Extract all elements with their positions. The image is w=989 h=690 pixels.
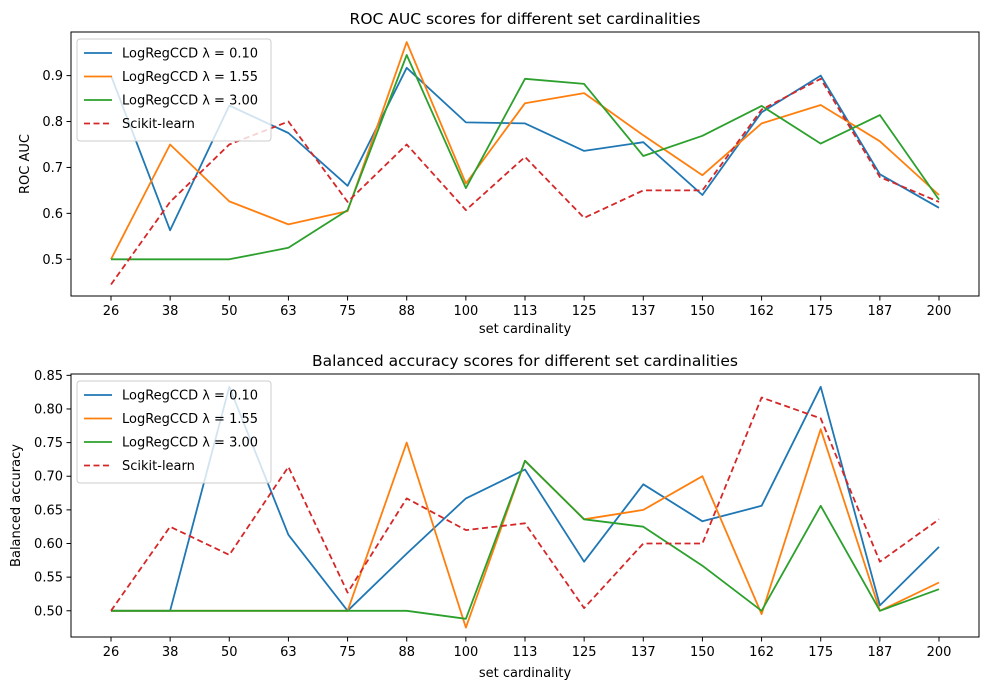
- legend: LogRegCCD λ = 0.10 LogRegCCD λ = 1.55 LogR…: [76, 380, 272, 484]
- x-axis-label: set cardinality: [479, 666, 572, 681]
- y-tick-label: 0.80: [34, 402, 63, 417]
- y-tick-label: 0.6: [42, 207, 63, 222]
- y-tick-label: 0.9: [42, 69, 63, 84]
- x-tick-label: 63: [280, 645, 297, 660]
- x-tick-label: 187: [867, 645, 892, 660]
- balanced-accuracy-chart: Balanced accuracy scores for different s…: [9, 352, 980, 681]
- x-tick-label: 175: [808, 645, 833, 660]
- x-tick-label: 75: [339, 645, 356, 660]
- x-tick-label: 162: [749, 304, 774, 319]
- legend-label: LogRegCCD λ = 1.55: [122, 70, 258, 85]
- x-tick-label: 200: [927, 645, 952, 660]
- legend-label: LogRegCCD λ = 3.00: [122, 436, 258, 451]
- x-tick-label: 38: [162, 304, 179, 319]
- legend: LogRegCCD λ = 0.10 LogRegCCD λ = 1.55 LogR…: [76, 38, 272, 142]
- y-tick-label: 0.8: [42, 115, 63, 130]
- y-tick-label: 0.50: [34, 604, 63, 619]
- x-axis-label: set cardinality: [479, 322, 572, 337]
- axes-frame: [70, 31, 980, 297]
- x-tick-label: 88: [398, 645, 415, 660]
- x-tick-label: 100: [453, 645, 478, 660]
- x-tick-label: 125: [572, 304, 597, 319]
- x-tick-label: 200: [927, 304, 952, 319]
- y-tick-label: 0.7: [42, 161, 63, 176]
- series-line-2: [110, 41, 940, 260]
- legend-label: LogRegCCD λ = 1.55: [122, 412, 258, 427]
- y-tick-label: 0.85: [34, 369, 63, 384]
- x-tick-label: 75: [339, 304, 356, 319]
- y-tick-label: 0.65: [34, 503, 63, 518]
- series-line-3: [111, 54, 940, 261]
- legend-label: Scikit-learn: [122, 459, 195, 474]
- roc-auc-chart: ROC AUC scores for different set cardina…: [18, 10, 980, 337]
- x-tick-label: 187: [867, 304, 892, 319]
- x-tick-label: 113: [513, 645, 538, 660]
- x-tick-label: 26: [103, 645, 120, 660]
- x-tick-label: 50: [221, 304, 238, 319]
- x-tick-label: 63: [280, 304, 297, 319]
- x-tick-label: 137: [631, 304, 656, 319]
- legend-label: LogRegCCD λ = 0.10: [122, 47, 258, 62]
- series-line-3: [111, 459, 940, 620]
- y-axis-label: Balanced accuracy: [9, 444, 24, 567]
- chart-title: Balanced accuracy scores for different s…: [312, 352, 738, 370]
- legend-label: Scikit-learn: [122, 117, 195, 132]
- x-tick-label: 50: [221, 645, 238, 660]
- y-tick-label: 0.70: [34, 470, 63, 485]
- x-tick-label: 150: [690, 645, 715, 660]
- axes-frame: [70, 373, 980, 638]
- y-tick-label: 0.60: [34, 537, 63, 552]
- legend-box: [76, 38, 272, 142]
- x-tick-label: 175: [808, 304, 833, 319]
- series-line-4: [110, 396, 940, 612]
- x-tick-label: 125: [572, 645, 597, 660]
- y-tick-label: 0.55: [34, 571, 63, 586]
- legend-label: LogRegCCD λ = 0.10: [122, 389, 258, 404]
- chart-title: ROC AUC scores for different set cardina…: [350, 10, 701, 28]
- x-tick-label: 100: [453, 304, 478, 319]
- x-tick-label: 38: [162, 645, 179, 660]
- x-tick-label: 26: [103, 304, 120, 319]
- y-axis-label: ROC AUC: [18, 134, 33, 194]
- x-tick-label: 113: [513, 304, 538, 319]
- x-tick-label: 150: [690, 304, 715, 319]
- y-tick-label: 0.75: [34, 436, 63, 451]
- x-tick-label: 88: [398, 304, 415, 319]
- legend-label: LogRegCCD λ = 3.00: [122, 94, 258, 109]
- legend-box: [76, 380, 272, 484]
- y-tick-label: 0.5: [42, 253, 63, 268]
- x-tick-label: 137: [631, 645, 656, 660]
- x-tick-label: 162: [749, 645, 774, 660]
